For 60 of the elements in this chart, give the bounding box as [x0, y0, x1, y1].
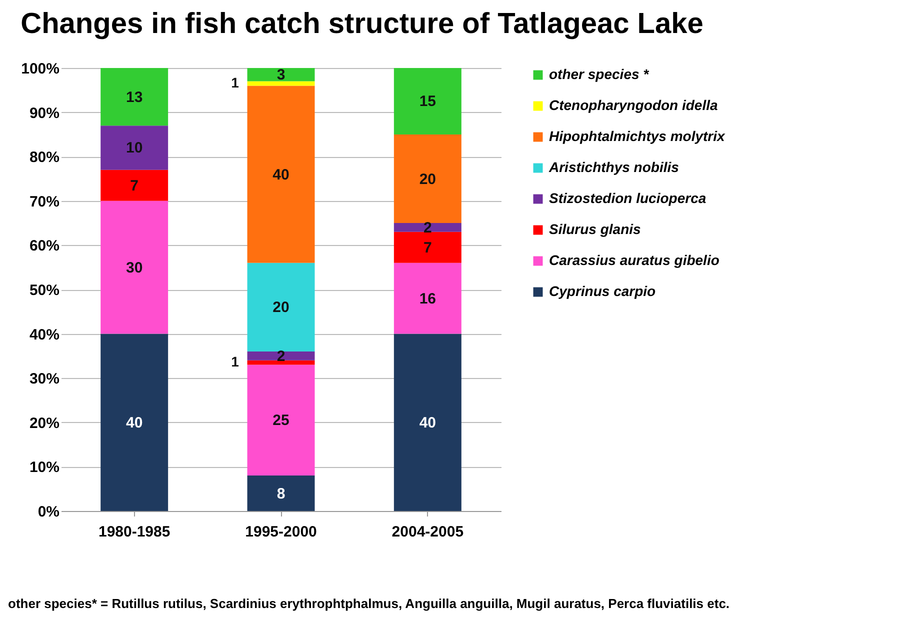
y-tick-label: 50%: [29, 282, 60, 299]
y-tick-label: 90%: [29, 104, 60, 122]
bar: [247, 476, 315, 511]
bar: [100, 126, 168, 170]
bar: [247, 360, 315, 365]
y-tick-label: 100%: [21, 60, 60, 78]
data-label: 20: [272, 299, 290, 316]
chart-title: Changes in fish catch structure of Tatlageac Lake: [20, 8, 704, 40]
y-tick-label: 10%: [29, 459, 60, 476]
data-label: 1: [231, 74, 240, 91]
bar: [394, 262, 462, 334]
data-label: 40: [272, 166, 290, 184]
y-tick-label: 80%: [29, 149, 60, 166]
legend-label: other species *: [549, 66, 650, 82]
legend-label: Cyprinus carpio: [549, 283, 656, 299]
x-tick-label: 1995-2000: [245, 524, 317, 540]
data-label: 40: [419, 414, 436, 432]
bar: [247, 364, 315, 476]
data-label: 1: [231, 354, 240, 370]
data-label: 30: [126, 259, 143, 276]
bar: [100, 68, 168, 126]
legend-label: Silurus glanis: [549, 221, 642, 237]
x-tick-label: 1980-1985: [98, 524, 170, 540]
data-label: 15: [419, 93, 436, 110]
data-label: 40: [126, 414, 143, 432]
bar: [394, 134, 462, 224]
data-label: 7: [423, 239, 432, 256]
y-tick-label: 60%: [29, 238, 60, 255]
data-label: 3: [276, 66, 286, 84]
bar: [394, 232, 462, 263]
data-label: 7: [130, 177, 139, 194]
x-tick-label: 2004-2005: [392, 524, 464, 540]
bar: [394, 68, 462, 134]
y-tick-label: 0%: [38, 504, 60, 520]
bar: [394, 334, 462, 511]
legend-label: Carassius auratus gibelio: [549, 252, 720, 268]
data-label: 16: [419, 290, 436, 308]
bar: [100, 334, 168, 511]
bar: [100, 170, 168, 201]
bar: [247, 86, 315, 263]
y-tick-label: 40%: [29, 326, 60, 344]
bar: [100, 200, 168, 334]
data-label: 20: [419, 170, 436, 188]
bar: [247, 352, 315, 360]
data-label: 2: [276, 348, 286, 365]
data-label: 25: [272, 412, 290, 430]
y-tick-label: 30%: [29, 370, 60, 388]
y-tick-label: 20%: [29, 414, 60, 432]
data-label: 10: [126, 140, 143, 157]
data-label: 13: [126, 88, 143, 106]
legend-label: Hipophtalmichtys molytrix: [549, 128, 726, 144]
y-tick-label: 70%: [29, 193, 60, 210]
bar: [247, 68, 315, 82]
bar: [247, 262, 315, 352]
legend-label: Aristichthys nobilis: [548, 159, 680, 175]
legend-label: Stizostedion lucioperca: [549, 190, 706, 206]
legend-label: Ctenopharyngodon idella: [549, 97, 718, 113]
text: other species* = Rutillus rutilus, Scardinius erythrophtphalmus, Anguilla anguilla, Mugil auratus, Perca fluviatilis etc.: [8, 596, 730, 611]
data-label: 8: [276, 485, 286, 502]
bar: [247, 81, 315, 86]
